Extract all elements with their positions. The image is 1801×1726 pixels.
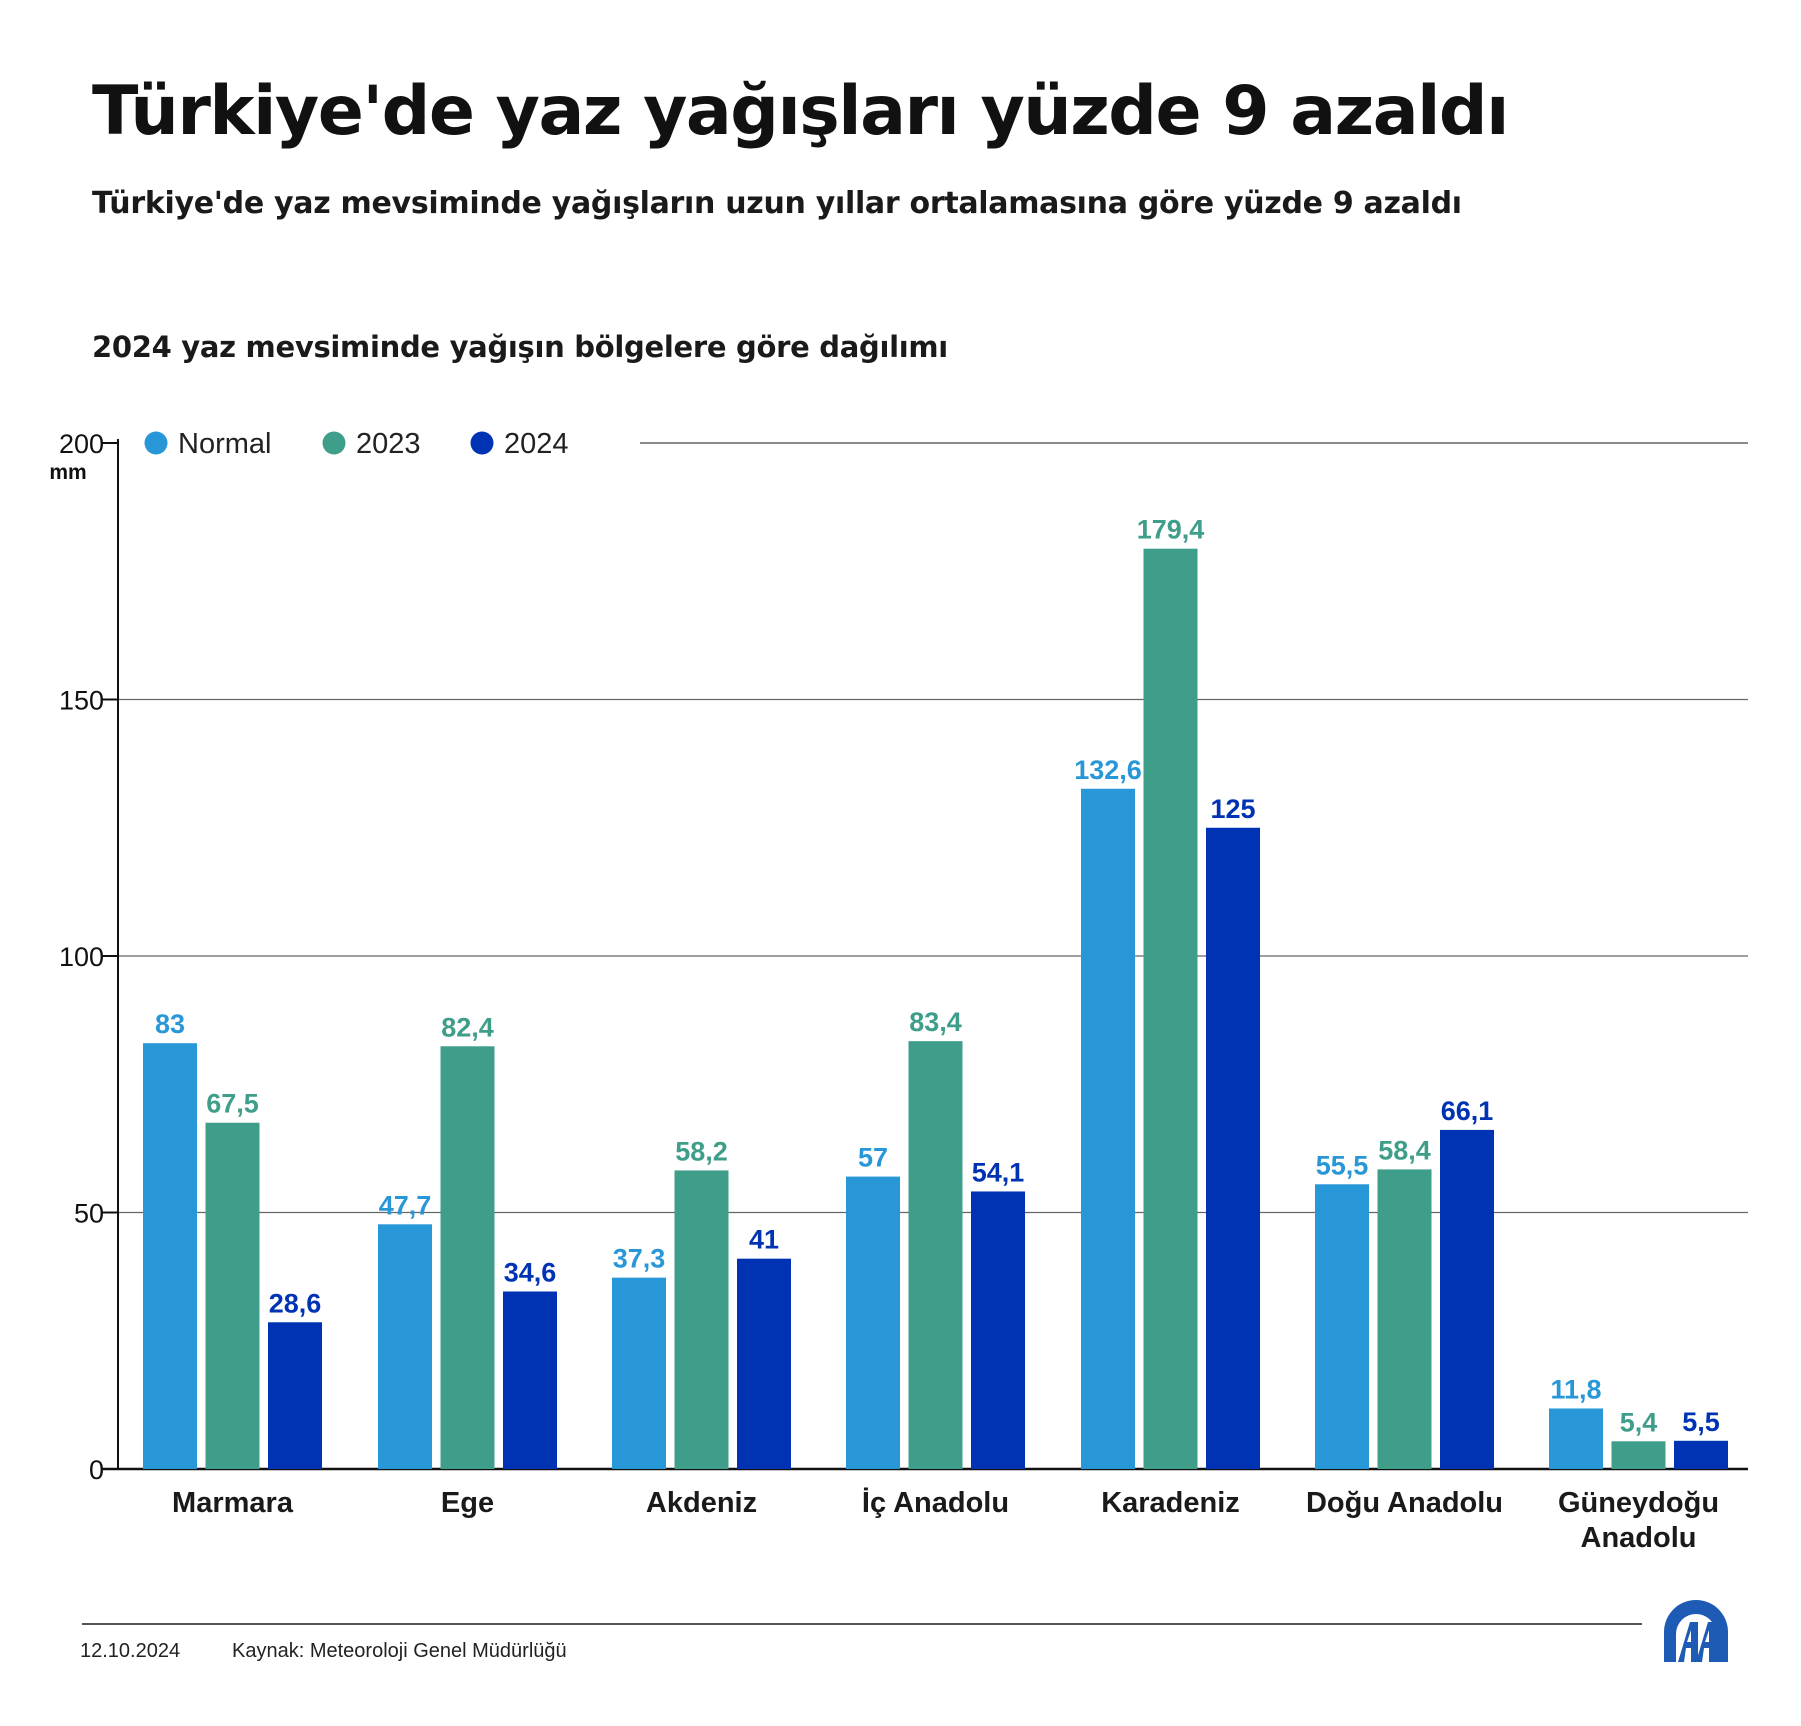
bar: [503, 1291, 557, 1469]
bar: [1611, 1441, 1666, 1469]
data-label: 66,1: [1441, 1096, 1494, 1126]
bar: [440, 1046, 495, 1469]
bar: [205, 1122, 260, 1469]
data-label: 57: [858, 1143, 888, 1173]
aa-logo-icon: AA: [1664, 1600, 1728, 1662]
x-tick-label: Güneydoğu: [1558, 1487, 1719, 1519]
bar: [1377, 1169, 1432, 1469]
data-label: 5,5: [1682, 1407, 1720, 1437]
bar: [737, 1258, 791, 1469]
data-label: 47,7: [379, 1190, 432, 1220]
data-label: 82,4: [441, 1012, 494, 1042]
bar: [612, 1277, 666, 1469]
x-tick-label: Doğu Anadolu: [1306, 1487, 1503, 1519]
bar: [1549, 1408, 1603, 1469]
bar: [1315, 1184, 1369, 1469]
y-tick-label: 200: [59, 429, 104, 459]
bar: [1081, 788, 1135, 1469]
data-label: 55,5: [1316, 1150, 1369, 1180]
y-axis-unit-label: mm: [49, 461, 86, 484]
legend-marker-2024: [470, 431, 494, 455]
data-label: 41: [749, 1225, 779, 1255]
y-tick-label: 100: [59, 942, 104, 972]
data-label: 11,8: [1550, 1374, 1601, 1404]
bar: [268, 1322, 322, 1469]
data-label: 179,4: [1137, 515, 1205, 545]
data-label: 83: [155, 1009, 185, 1039]
data-label: 67,5: [206, 1089, 259, 1119]
bar: [1206, 827, 1260, 1469]
bar: [143, 1043, 197, 1469]
page-title: Türkiye'de yaz yağışları yüzde 9 azaldı: [92, 72, 1509, 151]
y-tick-label: 50: [74, 1199, 104, 1229]
data-label: 5,4: [1620, 1407, 1658, 1437]
legend-label-2024: 2024: [504, 428, 569, 460]
bar: [971, 1191, 1025, 1469]
y-tick-label: 150: [59, 686, 104, 716]
x-tick-label: Karadeniz: [1101, 1487, 1240, 1519]
legend-marker-normal: [144, 431, 168, 455]
bar: [1674, 1440, 1728, 1469]
legend-marker-2023: [322, 431, 346, 455]
bar: [1143, 548, 1198, 1469]
bar: [846, 1176, 900, 1469]
footer-source: Kaynak: Meteoroloji Genel Müdürlüğü: [232, 1640, 567, 1662]
data-label: 37,3: [613, 1244, 666, 1274]
data-label: 34,6: [504, 1258, 557, 1288]
legend-label-2023: 2023: [356, 428, 421, 460]
x-tick-label: Anadolu: [1581, 1522, 1697, 1554]
y-tick-label: 0: [89, 1455, 104, 1485]
bar: [378, 1224, 432, 1469]
x-tick-label: Akdeniz: [646, 1487, 757, 1519]
bar: [1440, 1129, 1494, 1469]
data-label: 58,4: [1378, 1135, 1431, 1165]
legend-label-normal: Normal: [178, 428, 271, 460]
x-tick-label: İç Anadolu: [862, 1487, 1009, 1519]
data-label: 125: [1210, 794, 1255, 824]
page-subtitle: Türkiye'de yaz mevsiminde yağışların uzu…: [92, 186, 1462, 221]
footer-date: 12.10.2024: [80, 1640, 181, 1662]
data-label: 28,6: [269, 1288, 322, 1318]
x-tick-label: Marmara: [172, 1487, 294, 1519]
footer-divider: [82, 1623, 1642, 1625]
data-label: 83,4: [909, 1007, 962, 1037]
data-label: 54,1: [972, 1157, 1025, 1187]
chart-title: 2024 yaz mevsiminde yağışın bölgelere gö…: [92, 330, 948, 364]
x-tick-label: Ege: [441, 1487, 494, 1519]
bar: [674, 1170, 729, 1469]
bar: [908, 1041, 963, 1469]
data-label: 58,2: [675, 1136, 728, 1166]
data-label: 132,6: [1074, 755, 1142, 785]
